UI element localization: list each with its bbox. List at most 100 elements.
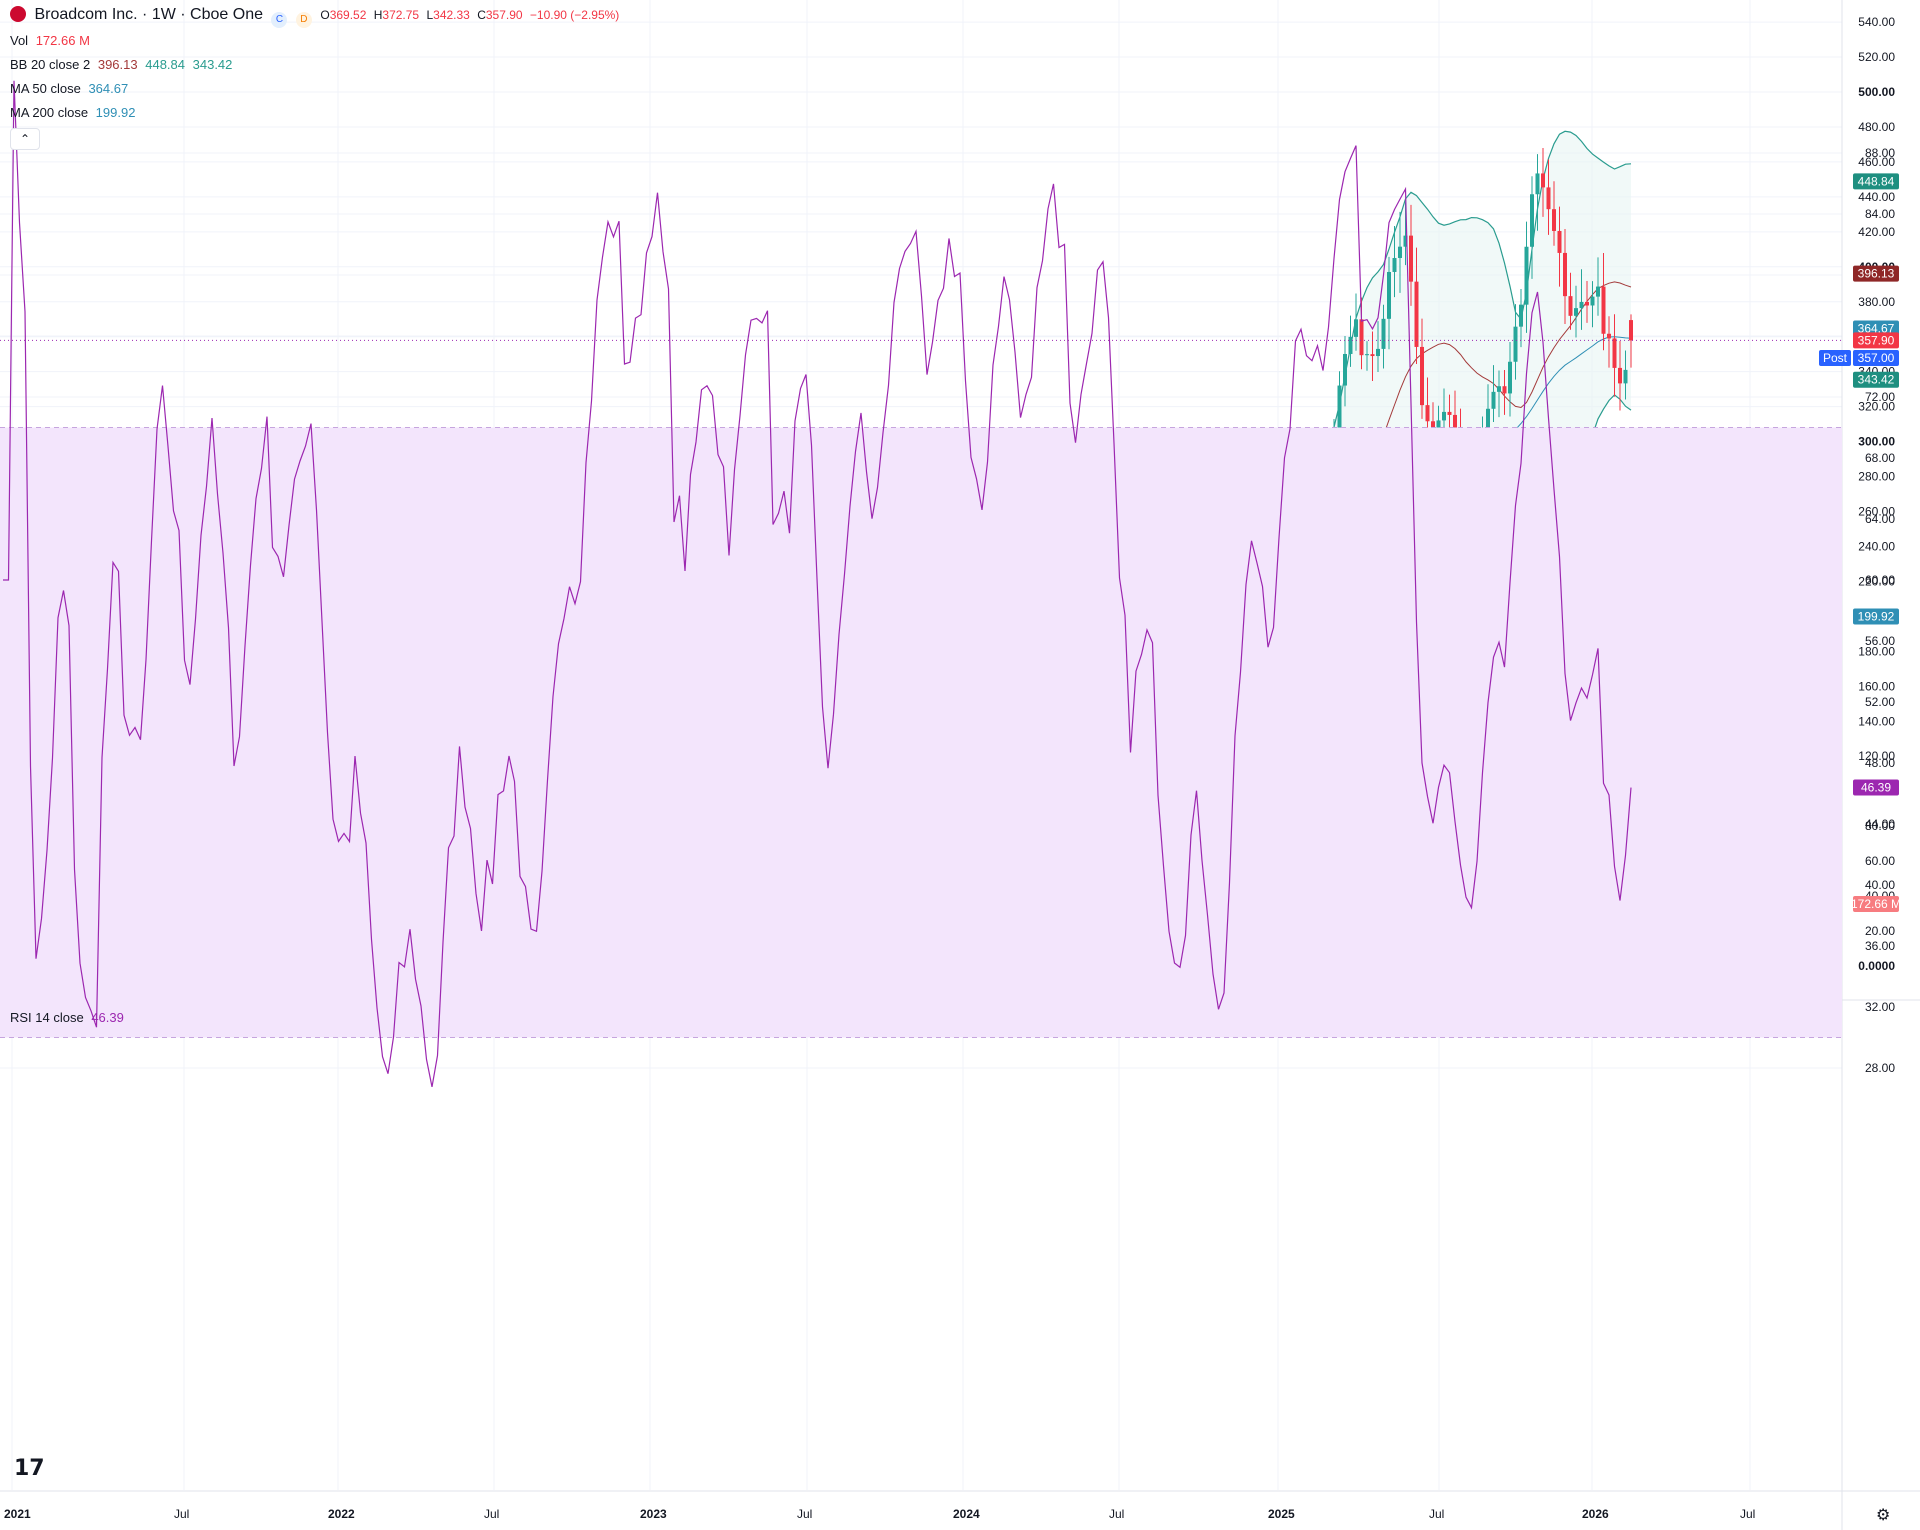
candle bbox=[1403, 202, 1408, 266]
candle-body bbox=[1623, 369, 1628, 384]
candle bbox=[1546, 159, 1551, 235]
candle bbox=[1585, 281, 1589, 323]
tag-close-text: 357.90 bbox=[1858, 333, 1895, 347]
icon-c: C bbox=[271, 12, 288, 28]
candle bbox=[1535, 154, 1540, 231]
candle-body bbox=[1508, 361, 1512, 394]
candle bbox=[1409, 204, 1413, 306]
ma50-value: 364.67 bbox=[88, 81, 129, 96]
tag-post-bg bbox=[1853, 349, 1899, 366]
rsi-legend[interactable]: RSI 14 close 46.39 bbox=[10, 1010, 128, 1026]
symbol-title[interactable]: Broadcom Inc. · 1W · Cboe One bbox=[34, 6, 263, 23]
rsi-tick-label: 60.00 bbox=[1865, 573, 1895, 587]
price-tick-label: 240.00 bbox=[1858, 539, 1895, 553]
candle bbox=[1629, 314, 1633, 368]
time-tick-label: 2023 bbox=[640, 1507, 667, 1521]
candle-body bbox=[1491, 391, 1496, 409]
candle bbox=[1524, 221, 1529, 333]
time-tick-label: Jul bbox=[1429, 1507, 1444, 1521]
rsi-tick-label: 36.00 bbox=[1865, 939, 1895, 953]
candle-body bbox=[1420, 346, 1424, 406]
collapse-legend-button[interactable]: ⌃ bbox=[10, 128, 40, 150]
tag-bb-upper-text: 448.84 bbox=[1858, 174, 1895, 188]
gear-icon[interactable]: ⚙ bbox=[1876, 1507, 1891, 1524]
price-tick-label: 180.00 bbox=[1858, 644, 1895, 658]
price-tick-label: 140.00 bbox=[1858, 714, 1895, 728]
candle bbox=[1348, 315, 1353, 367]
candle-body bbox=[1343, 353, 1347, 386]
change-value: −10.90 (−2.95%) bbox=[529, 8, 620, 22]
price-tick-label: 520.00 bbox=[1858, 50, 1895, 64]
candle-body bbox=[1359, 319, 1364, 356]
time-tick-label: Jul bbox=[797, 1507, 812, 1521]
candle-body bbox=[1601, 286, 1606, 334]
rsi-line bbox=[3, 80, 1632, 1088]
candle bbox=[1552, 181, 1556, 246]
rsi-tick-label: 88.00 bbox=[1865, 146, 1895, 160]
candle bbox=[1563, 228, 1567, 325]
tag-post-text: 357.00 bbox=[1858, 351, 1895, 365]
candle bbox=[1607, 316, 1611, 368]
rsi-tick-label: 44.00 bbox=[1865, 817, 1895, 831]
candle bbox=[1491, 365, 1496, 423]
candle-body bbox=[1403, 235, 1408, 247]
candle-body bbox=[1398, 246, 1402, 258]
price-tick-label: 300.00 bbox=[1858, 435, 1895, 449]
vol-value: 172.66 M bbox=[35, 33, 90, 48]
bb-legend[interactable]: BB 20 close 2 396.13 448.84 343.42 bbox=[10, 57, 236, 73]
tag-bb-lower-bg bbox=[1853, 371, 1899, 388]
candle bbox=[1574, 285, 1578, 338]
candle-body bbox=[1414, 281, 1419, 347]
price-tick-label: 60.00 bbox=[1865, 854, 1895, 868]
tag-bb-mid-bg bbox=[1853, 265, 1899, 282]
ma50-label: MA 50 close bbox=[10, 81, 81, 96]
vol-legend[interactable]: Vol 172.66 M bbox=[10, 33, 94, 49]
candle bbox=[1370, 331, 1375, 382]
candle-body bbox=[1376, 348, 1380, 357]
candle-body bbox=[1596, 286, 1600, 297]
price-tick-label: 220.00 bbox=[1858, 574, 1895, 588]
ma200-legend[interactable]: MA 200 close 199.92 bbox=[10, 105, 139, 121]
candle-body bbox=[1436, 420, 1441, 435]
rsi-tick-label: 40.00 bbox=[1865, 878, 1895, 892]
tag-bb-upper-bg bbox=[1853, 173, 1899, 190]
candle-body bbox=[1590, 296, 1595, 306]
price-tick-label: 540.00 bbox=[1858, 15, 1895, 29]
candle-body bbox=[1519, 304, 1523, 327]
rsi-label: RSI 14 close bbox=[10, 1010, 84, 1025]
candle-body bbox=[1563, 252, 1567, 297]
price-tick-label: 80.00 bbox=[1865, 819, 1895, 833]
candle-body bbox=[1618, 367, 1622, 384]
tag-close: 357.90 bbox=[1853, 332, 1899, 349]
tag-bb-mid-text: 396.13 bbox=[1858, 267, 1895, 281]
broadcom-logo-icon bbox=[10, 6, 26, 22]
candle-body bbox=[1546, 187, 1551, 210]
candle bbox=[1623, 350, 1628, 400]
tradingview-logo-icon[interactable]: 𝟭𝟳 bbox=[14, 1455, 45, 1480]
rsi-tick-label: 52.00 bbox=[1865, 695, 1895, 709]
tag-bb-mid: 396.13 bbox=[1853, 265, 1899, 282]
tag-volume-bg bbox=[1853, 896, 1899, 912]
candle bbox=[1508, 342, 1512, 417]
candle-body bbox=[1387, 271, 1391, 319]
tag-post-label-text: Post bbox=[1823, 351, 1848, 365]
candle-body bbox=[1607, 333, 1611, 339]
rsi-tick-label: 68.00 bbox=[1865, 451, 1895, 465]
price-tick-label: 500.00 bbox=[1858, 85, 1895, 99]
candle-body bbox=[1453, 414, 1457, 435]
rsi-tick-label: 48.00 bbox=[1865, 756, 1895, 770]
candle bbox=[1596, 257, 1600, 316]
icon-d: D bbox=[295, 12, 312, 28]
low-value: 342.33 bbox=[433, 8, 470, 22]
ma50-legend[interactable]: MA 50 close 364.67 bbox=[10, 81, 132, 97]
tag-post-label-bg bbox=[1819, 349, 1851, 366]
candle bbox=[1579, 269, 1584, 330]
price-tick-label: 320.00 bbox=[1858, 400, 1895, 414]
price-tick-label: 440.00 bbox=[1858, 190, 1895, 204]
rsi-tick-label: 72.00 bbox=[1865, 390, 1895, 404]
time-tick-label: 2026 bbox=[1582, 1507, 1609, 1521]
candle bbox=[1497, 370, 1501, 418]
tag-bb-lower: 343.42 bbox=[1853, 371, 1899, 388]
price-tick-label: 460.00 bbox=[1858, 155, 1895, 169]
